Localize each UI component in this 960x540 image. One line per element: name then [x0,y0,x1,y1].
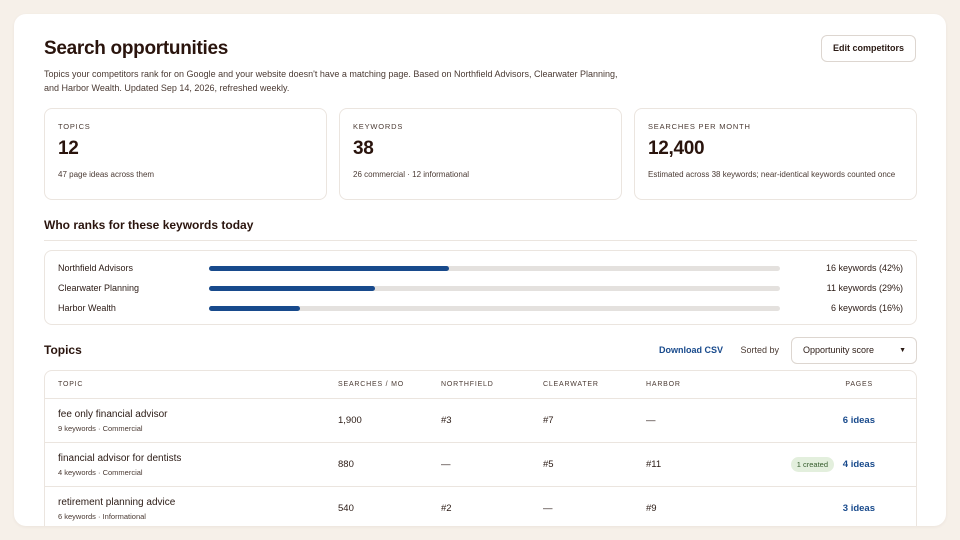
edit-competitors-button[interactable]: Edit competitors [820,35,916,62]
rank-keyword-count: 16 keywords (42%) [825,263,903,273]
rank-keyword-count: 6 keywords (16%) [830,303,903,313]
section-divider [44,240,917,241]
created-badge: 1 created [790,457,834,472]
searches-cell: 540 [338,503,354,514]
rank-bar-fill [209,286,375,291]
rank-bar-track [209,286,780,291]
table-row[interactable]: fee only financial advisor 9 keywords · … [45,399,916,443]
column-header-northfield: NORTHFIELD [441,381,494,388]
rank-keyword-count: 11 keywords (29%) [826,283,903,293]
searches-cell: 1,900 [338,415,362,426]
download-csv-link[interactable]: Download CSV [658,345,723,355]
table-row[interactable]: financial advisor for dentists 4 keyword… [45,443,916,487]
page-ideas-link[interactable]: 4 ideas [842,459,875,470]
column-header-clearwater: CLEARWATER [543,381,599,388]
northfield-rank-cell: #3 [441,415,452,426]
stat-card-keywords: KEYWORDS 38 26 commercial · 12 informati… [339,108,622,200]
searches-cell: 880 [338,459,354,470]
topics-header: Topics Download CSV Sorted by Opportunit… [44,337,917,365]
rank-competitor-name: Harbor Wealth [58,303,116,313]
sorted-by-label: Sorted by [740,345,779,355]
stat-label: KEYWORDS [353,122,404,131]
rank-bar-track [209,266,780,271]
stat-card-topics: TOPICS 12 47 page ideas across them [44,108,327,200]
harbor-rank-cell: #11 [646,459,662,470]
topic-meta: 9 keywords · Commercial [58,424,143,433]
rank-bar-fill [209,266,449,271]
rank-row-northfield: Northfield Advisors 16 keywords (42%) [45,261,916,275]
column-header-harbor: HARBOR [646,381,681,388]
northfield-rank-cell: #2 [441,503,452,514]
column-header-searches: SEARCHES / MO [338,381,405,388]
stat-label: TOPICS [58,122,91,131]
topic-meta: 4 keywords · Commercial [58,468,143,477]
stat-value: 38 [353,138,374,159]
harbor-rank-cell: — [646,415,656,426]
stat-description: Estimated across 38 keywords; near-ident… [648,170,896,179]
who-ranks-title: Who ranks for these keywords today [44,218,254,232]
who-ranks-panel: Northfield Advisors 16 keywords (42%) Cl… [44,250,917,325]
stat-value: 12,400 [648,138,705,159]
stats-row: TOPICS 12 47 page ideas across them KEYW… [44,108,917,200]
stat-label: SEARCHES PER MONTH [648,122,751,131]
rank-competitor-name: Clearwater Planning [58,283,140,293]
column-header-topic: TOPIC [58,381,84,388]
northfield-rank-cell: — [441,459,451,470]
harbor-rank-cell: #9 [646,503,657,514]
table-row[interactable]: retirement planning advice 6 keywords · … [45,487,916,526]
stat-value: 12 [58,138,79,159]
rank-bar-fill [209,306,301,311]
rank-row-clearwater: Clearwater Planning 11 keywords (29%) [45,281,916,295]
main-card: Search opportunities Topics your competi… [14,14,946,526]
topic-meta: 6 keywords · Informational [58,512,146,521]
chevron-down-icon: ▼ [899,347,906,354]
sort-select[interactable]: Opportunity score ▼ [791,337,917,364]
stat-description: 26 commercial · 12 informational [353,170,470,179]
page-subtitle: Topics your competitors rank for on Goog… [44,69,618,93]
stat-card-searches: SEARCHES PER MONTH 12,400 Estimated acro… [634,108,917,200]
topic-name: retirement planning advice [58,497,176,508]
rank-row-harbor: Harbor Wealth 6 keywords (16%) [45,301,916,315]
rank-bar-track [209,306,780,311]
page-ideas-link[interactable]: 6 ideas [842,415,875,426]
table-header-divider [45,398,916,399]
column-header-pages: PAGES [845,381,873,388]
topics-title: Topics [44,343,82,357]
topics-table: TOPIC SEARCHES / MO NORTHFIELD CLEARWATE… [44,370,917,526]
clearwater-rank-cell: — [543,503,553,514]
clearwater-rank-cell: #7 [543,415,554,426]
topic-name: fee only financial advisor [58,409,168,420]
stat-description: 47 page ideas across them [58,170,155,179]
rank-competitor-name: Northfield Advisors [58,263,134,273]
topic-name: financial advisor for dentists [58,453,182,464]
sort-select-value: Opportunity score [803,345,875,355]
page-title: Search opportunities [44,38,229,59]
clearwater-rank-cell: #5 [543,459,554,470]
page-ideas-link[interactable]: 3 ideas [842,503,875,514]
